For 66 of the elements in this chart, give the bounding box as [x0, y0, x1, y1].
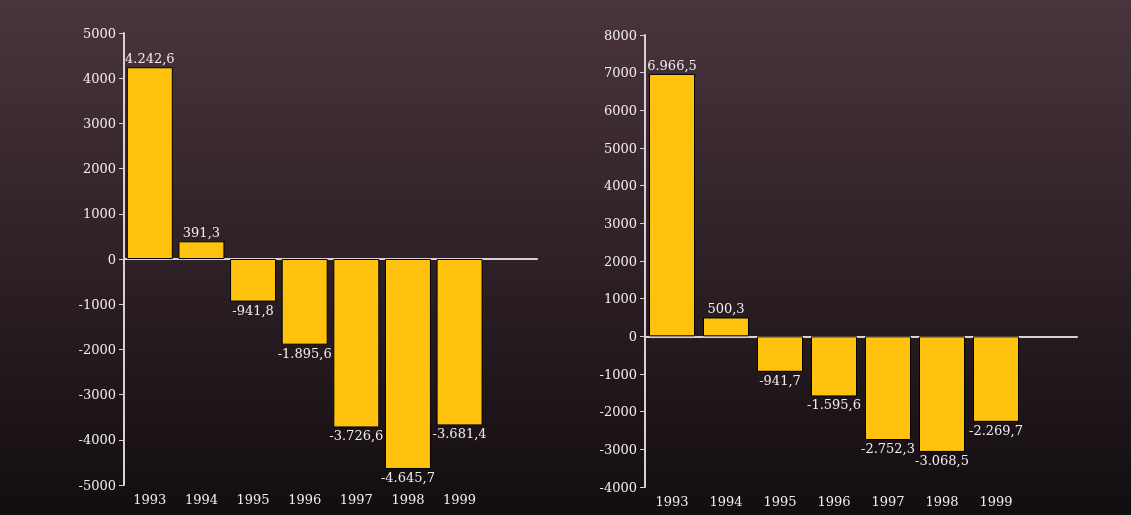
data-label: -3.726,6 — [329, 428, 384, 444]
data-label: 500,3 — [707, 301, 745, 317]
y-tick-label: 3000 — [82, 115, 116, 131]
bar — [649, 73, 695, 337]
y-tick-label: 3000 — [603, 215, 637, 231]
data-label: -2.269,7 — [968, 422, 1024, 438]
x-tick-label: 1999 — [979, 494, 1013, 509]
data-label: -2.752,3 — [860, 441, 916, 456]
y-tick-label: 4000 — [603, 178, 637, 194]
data-label: 6.966,5 — [647, 57, 697, 73]
x-tick-label: 1998 — [925, 494, 959, 509]
y-tick-label: -3000 — [599, 441, 637, 457]
x-tick-label: 1998 — [391, 492, 425, 507]
data-label: -1.895,6 — [277, 345, 332, 361]
data-label: 4.242,6 — [125, 51, 175, 67]
y-tick-label: 4000 — [82, 70, 116, 86]
bar — [230, 259, 277, 302]
x-tick-label: 1995 — [236, 492, 270, 507]
y-tick-label: 0 — [107, 251, 116, 267]
x-tick-label: 1997 — [871, 494, 905, 509]
bar — [703, 317, 749, 337]
data-label: -941,7 — [759, 372, 801, 388]
bar — [757, 336, 803, 372]
y-tick-label: 5000 — [603, 140, 637, 156]
y-tick-label: 2000 — [603, 253, 637, 269]
x-tick-label: 1999 — [443, 492, 477, 507]
y-tick-label: 2000 — [82, 161, 116, 177]
bar — [436, 259, 483, 426]
x-tick-label: 1997 — [339, 492, 373, 507]
x-tick-label: 1994 — [184, 492, 218, 507]
bar — [333, 259, 380, 428]
y-tick-label: 1000 — [82, 206, 116, 222]
x-tick-label: 1996 — [288, 492, 322, 507]
y-tick-label: 6000 — [603, 102, 637, 118]
data-label: -941,8 — [232, 302, 274, 318]
bar — [384, 259, 431, 469]
x-tick-label: 1994 — [709, 494, 743, 509]
y-tick-label: 8000 — [603, 27, 637, 43]
bar — [919, 336, 965, 452]
y-tick-label: -4000 — [78, 432, 116, 448]
y-tick-label: -5000 — [78, 477, 116, 493]
bar — [126, 67, 173, 259]
bar — [281, 259, 328, 345]
y-tick-label: -1000 — [78, 296, 116, 312]
y-tick-label: -3000 — [78, 387, 116, 403]
y-tick-label: -2000 — [78, 341, 116, 357]
data-label: -3.068,5 — [914, 452, 970, 468]
y-tick-label: -1000 — [599, 366, 637, 382]
bar — [865, 336, 911, 440]
data-label: -4.645,7 — [380, 469, 435, 485]
y-tick-label: -2000 — [599, 404, 637, 420]
x-tick-label: 1993 — [655, 494, 689, 509]
data-label: 391,3 — [182, 225, 221, 241]
bar — [811, 336, 857, 397]
y-tick-label: 7000 — [603, 65, 637, 81]
data-label: -3.681,4 — [432, 426, 487, 442]
y-tick-label: -4000 — [599, 479, 637, 495]
y-tick-label: 0 — [628, 328, 637, 344]
x-tick-label: 1995 — [763, 494, 797, 509]
data-label: -1.595,6 — [806, 397, 862, 413]
y-tick-label: 1000 — [603, 291, 637, 307]
bar — [178, 241, 225, 259]
x-tick-label: 1996 — [817, 494, 851, 509]
y-tick-label: 5000 — [82, 25, 116, 41]
x-tick-label: 1993 — [133, 492, 167, 507]
bar — [973, 336, 1019, 422]
